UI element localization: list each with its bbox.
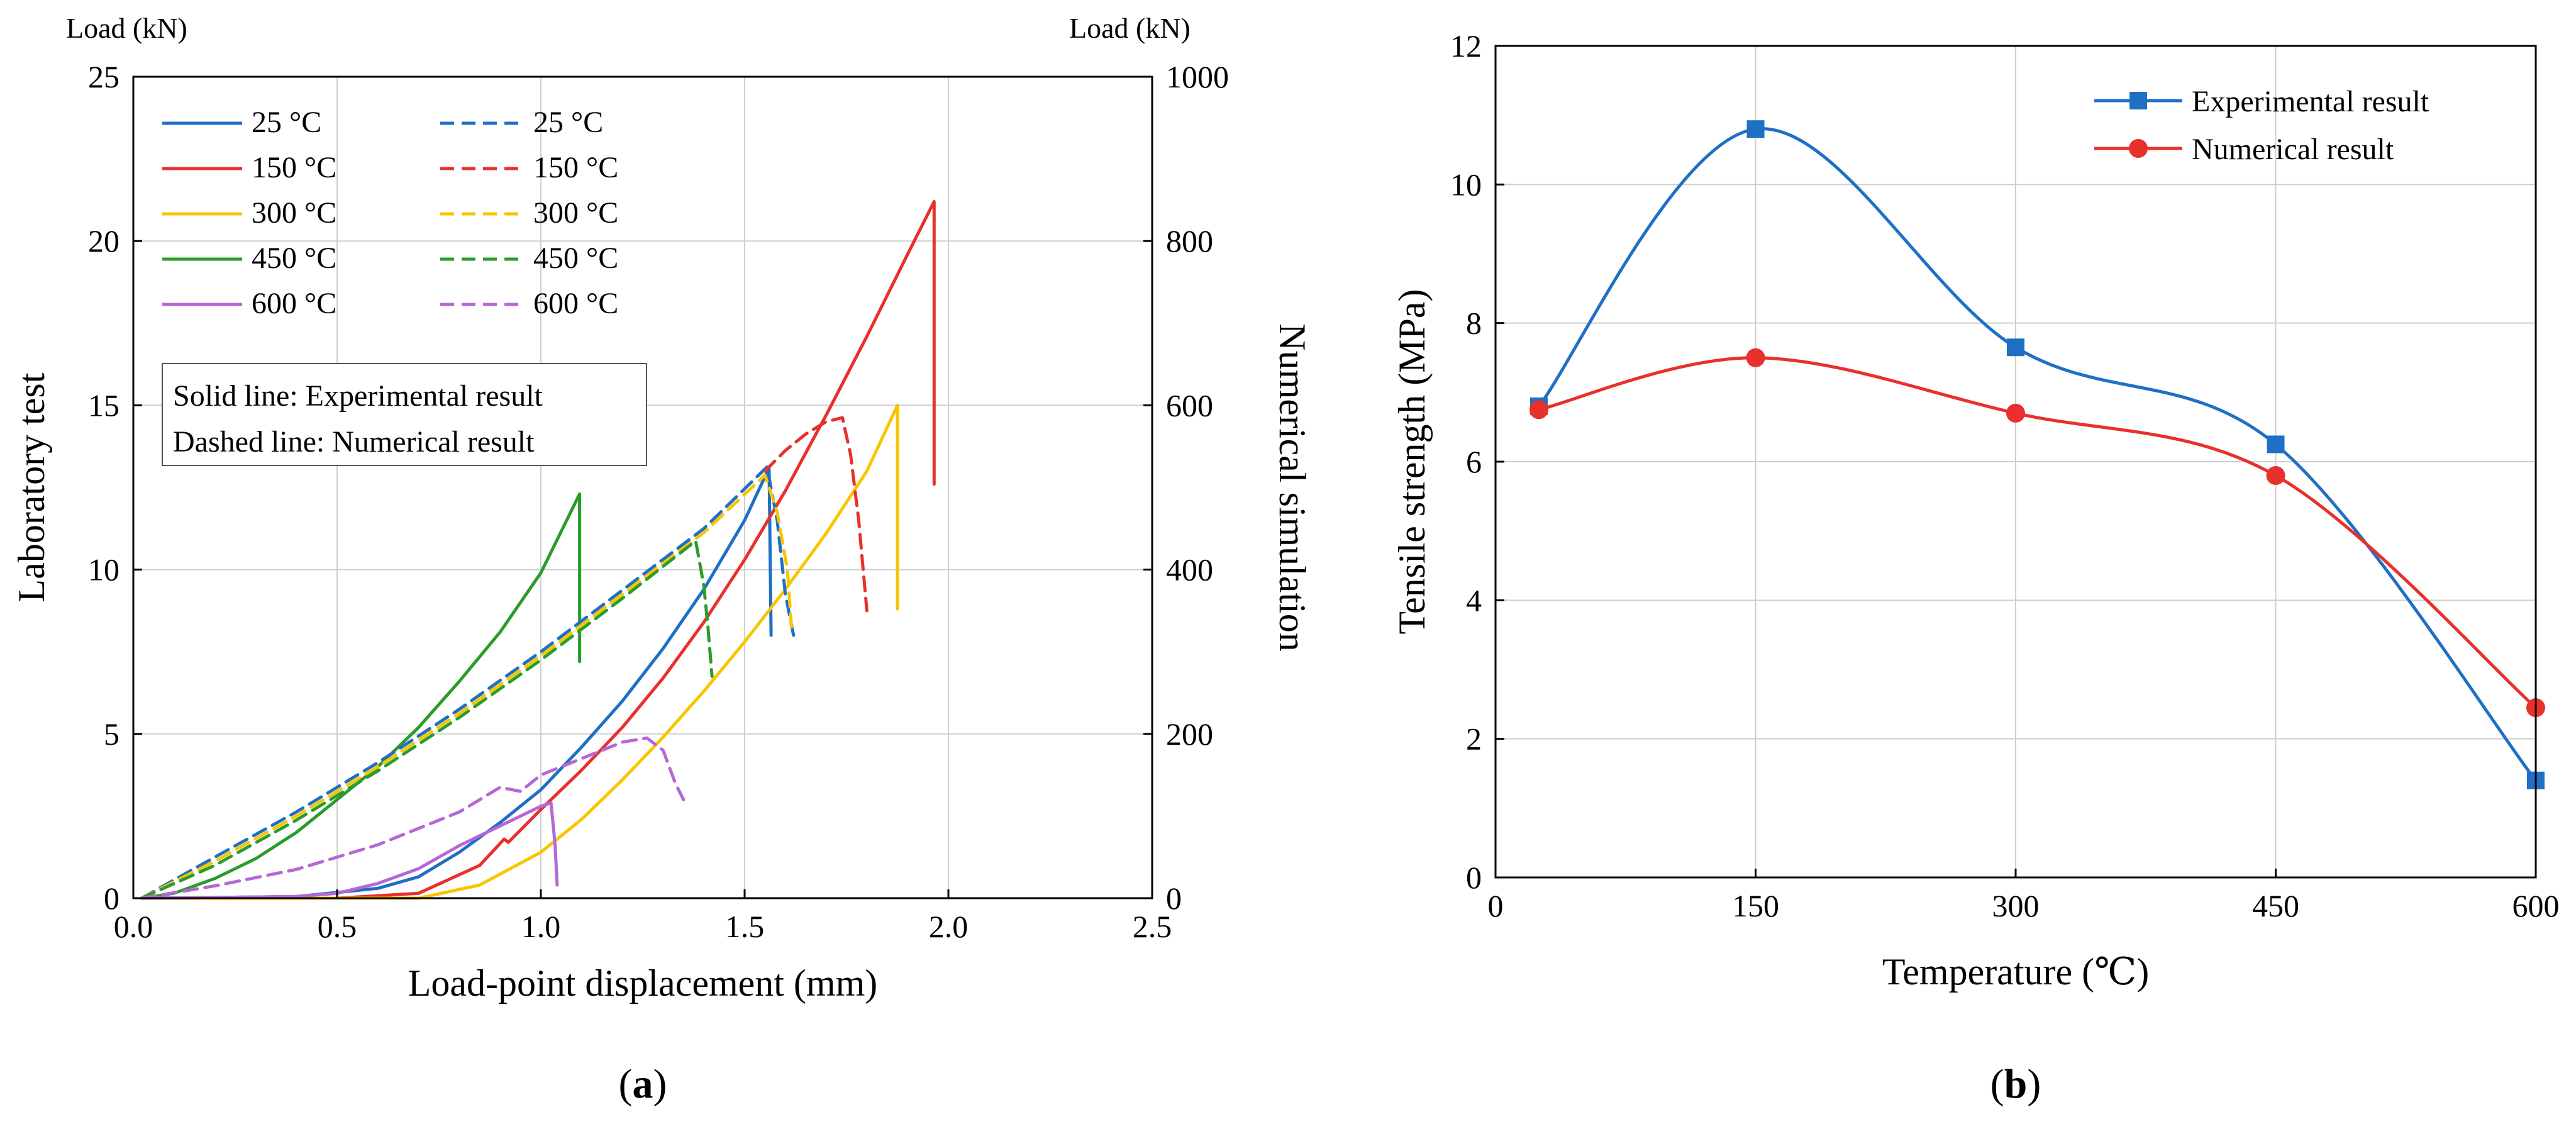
panel-a-left-y-axis-title: Laboratory test xyxy=(11,372,52,602)
panel-b-grid xyxy=(1496,46,2536,877)
panel-a-right-y-tick-label: 0 xyxy=(1166,881,1182,916)
panel-a-right-y-axis-title: Numerical simulation xyxy=(1272,323,1313,652)
panel-b-letter: b xyxy=(2004,1061,2028,1107)
panel-b-marker-numerical-result-150 xyxy=(1746,348,1765,367)
annotation-line-dashed: Dashed line: Numerical result xyxy=(173,425,535,459)
panel-b-marker-experimental-result-150 xyxy=(1746,120,1765,138)
legend-solid-label-300-c: 300 °C xyxy=(252,196,336,230)
panel-a-dashed-line-150-c xyxy=(763,416,869,613)
panel-b-legend-label-numerical-result: Numerical result xyxy=(2192,133,2394,166)
panel-b-x-tick-label: 150 xyxy=(1732,888,1779,923)
panel-b-legend-swatch-marker-numerical-result xyxy=(2129,139,2148,158)
panel-a-solid-line-600-c xyxy=(140,801,559,900)
panel-a-dashed-line-600-c xyxy=(140,736,686,900)
panel-a-annotation-box: Solid line: Experimental result Dashed l… xyxy=(162,363,647,466)
panel-a-x-tick-label: 1.0 xyxy=(521,909,561,944)
panel-a-left-y-tick-label: 15 xyxy=(88,387,119,423)
annotation-box-frame xyxy=(162,363,647,466)
panel-a-left-y-tick-label: 0 xyxy=(104,881,119,916)
panel-b-y-tick-label: 4 xyxy=(1466,582,1482,618)
legend-dashed-label-600-c: 600 °C xyxy=(533,287,618,320)
panel-b-label: (b) xyxy=(1990,1061,2041,1107)
panel-b-legend-swatch-marker-experimental-result xyxy=(2129,92,2147,109)
panel-b-x-tick-label: 450 xyxy=(2252,888,2299,923)
panel-b-lines xyxy=(1537,127,2537,782)
panel-a-ticks: 0.0 0.5 1.0 1.5 2.0 2.50510152025020040060080… xyxy=(88,59,1229,944)
panel-b-y-tick-label: 10 xyxy=(1450,167,1482,202)
panel-b-y-tick-label: 0 xyxy=(1466,860,1482,895)
panel-b: 0 150 300 450 600 0 2 4 6 8 10 12 Temperature (℃) T… xyxy=(1391,28,2560,1107)
panel-b-marker-experimental-result-450 xyxy=(2267,435,2285,453)
legend-dashed-label-25-c: 25 °C xyxy=(533,106,603,139)
panel-a-x-tick-label: 2.0 xyxy=(929,909,969,944)
panel-a-letter: a xyxy=(633,1061,653,1107)
panel-b-ticks: 0 150 300 450 600 0 2 4 6 8 10 12 xyxy=(1450,28,2560,923)
panel-b-marker-experimental-result-300 xyxy=(2007,338,2024,357)
panel-b-x-tick-label: 600 xyxy=(2512,888,2560,923)
legend-solid-label-150-c: 150 °C xyxy=(252,151,336,184)
panel-b-markers xyxy=(1529,120,2545,789)
legend-dashed-label-450-c: 450 °C xyxy=(533,242,618,275)
panel-a-x-tick-label: 0.0 xyxy=(114,909,153,944)
legend-solid-label-25-c: 25 °C xyxy=(252,106,321,139)
panel-a-left-y-tick-label: 20 xyxy=(88,223,119,259)
legend-dashed-label-150-c: 150 °C xyxy=(533,151,618,184)
panel-b-y-tick-label: 8 xyxy=(1466,306,1482,341)
panel-b-x-tick-label: 300 xyxy=(1992,888,2040,923)
panel-a-x-axis-title: Load-point displacement (mm) xyxy=(408,962,877,1004)
panel-b-marker-numerical-result-300 xyxy=(2006,403,2025,423)
panel-b-line-numerical-result xyxy=(1538,356,2537,709)
panel-b-x-tick-label: 0 xyxy=(1488,888,1504,923)
panel-a-left-y-tick-label: 5 xyxy=(104,716,119,752)
panel-a-right-y-tick-label: 800 xyxy=(1166,223,1213,259)
panel-a-plot-frame xyxy=(132,75,1153,899)
legend-solid-label-450-c: 450 °C xyxy=(252,242,336,275)
panel-a-lines xyxy=(140,200,936,900)
panel-b-line-experimental-result xyxy=(1537,127,2537,782)
panel-a-right-y-tick-label: 200 xyxy=(1166,716,1213,752)
panel-b-legend: Experimental result Numerical result xyxy=(2094,85,2429,166)
panel-a-right-y-tick-label: 400 xyxy=(1166,552,1213,587)
legend-dashed-label-300-c: 300 °C xyxy=(533,196,618,230)
panel-a-solid-line-150-c xyxy=(140,200,936,900)
panel-b-y-axis-title: Tensile strength (MPa) xyxy=(1391,289,1433,634)
panel-a-left-unit-label: Load (kN) xyxy=(66,12,187,44)
panel-b-x-axis-title: Temperature (℃) xyxy=(1882,951,2149,993)
panel-b-y-tick-label: 12 xyxy=(1450,28,1482,64)
panel-a-left-y-tick-label: 10 xyxy=(88,552,119,587)
panel-a-dashed-line-450-c xyxy=(140,539,714,900)
panel-a: 0.0 0.5 1.0 1.5 2.0 2.50510152025020040060080… xyxy=(11,12,1313,1107)
panel-a-x-tick-label: 2.5 xyxy=(1133,909,1172,944)
panel-a-left-y-tick-label: 25 xyxy=(88,59,119,94)
panel-a-dashed-line-25-c xyxy=(140,465,796,900)
panel-a-dashed-line-300-c xyxy=(140,473,793,900)
panel-b-y-tick-label: 2 xyxy=(1466,721,1482,757)
panel-a-label: (a) xyxy=(619,1061,667,1107)
panel-a-solid-line-25-c xyxy=(140,466,773,900)
legend-solid-label-600-c: 600 °C xyxy=(252,287,336,320)
panel-a-right-y-tick-label: 600 xyxy=(1166,387,1213,423)
annotation-line-solid: Solid line: Experimental result xyxy=(173,379,543,413)
panel-b-marker-numerical-result-450 xyxy=(2266,466,2285,486)
panel-b-marker-numerical-result-25 xyxy=(1529,400,1548,420)
panel-b-legend-label-experimental-result: Experimental result xyxy=(2192,85,2429,118)
panel-a-x-tick-label: 1.5 xyxy=(725,909,765,944)
panel-a-solid-line-300-c xyxy=(140,403,899,900)
panel-a-x-tick-label: 0.5 xyxy=(318,909,357,944)
panel-b-y-tick-label: 6 xyxy=(1466,444,1482,479)
panel-a-right-unit-label: Load (kN) xyxy=(1069,12,1191,44)
panel-a-legend: 25 °C 150 °C 300 °C 450 °C 600 °C 25 °C 150 °C… xyxy=(162,106,618,320)
panel-a-right-y-tick-label: 1000 xyxy=(1166,59,1229,94)
